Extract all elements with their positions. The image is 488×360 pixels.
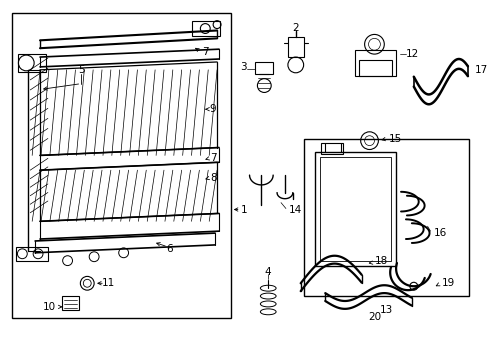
Bar bbox=[19, 54, 46, 72]
Bar bbox=[13, 13, 230, 318]
Text: 8: 8 bbox=[209, 173, 216, 183]
Text: 11: 11 bbox=[102, 278, 115, 288]
Text: 15: 15 bbox=[388, 134, 402, 144]
Text: 18: 18 bbox=[374, 256, 387, 266]
Text: 14: 14 bbox=[288, 206, 302, 216]
Text: 19: 19 bbox=[441, 278, 454, 288]
Bar bbox=[61, 296, 79, 310]
Text: 7: 7 bbox=[209, 153, 216, 163]
Bar bbox=[303, 139, 468, 296]
Text: 1: 1 bbox=[241, 204, 247, 215]
Text: 16: 16 bbox=[432, 228, 446, 238]
Text: 2: 2 bbox=[292, 23, 299, 32]
Text: 4: 4 bbox=[264, 267, 271, 278]
Text: 20: 20 bbox=[367, 312, 380, 322]
Bar bbox=[315, 152, 395, 266]
Text: 17: 17 bbox=[474, 65, 487, 75]
Text: 6: 6 bbox=[166, 244, 173, 254]
Text: 5: 5 bbox=[78, 65, 84, 75]
Text: 13: 13 bbox=[379, 305, 392, 315]
Text: 12: 12 bbox=[405, 49, 418, 59]
Text: 9: 9 bbox=[209, 104, 216, 114]
Bar bbox=[192, 21, 220, 36]
Bar bbox=[321, 143, 342, 154]
Text: 7: 7 bbox=[202, 47, 208, 57]
Bar bbox=[354, 50, 395, 76]
Text: 10: 10 bbox=[43, 302, 56, 312]
Text: 3: 3 bbox=[240, 62, 246, 72]
Bar bbox=[255, 62, 273, 74]
Bar bbox=[358, 60, 391, 76]
Bar bbox=[320, 157, 390, 261]
Bar bbox=[287, 37, 303, 57]
Bar bbox=[17, 247, 48, 261]
